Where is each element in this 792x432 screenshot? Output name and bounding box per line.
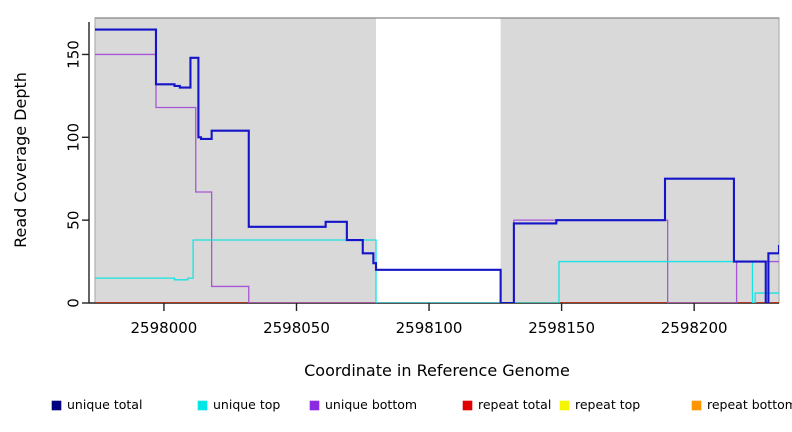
legend-label-unique-total: unique total (67, 397, 142, 412)
legend-label-repeat-top: repeat top (575, 397, 640, 412)
x-tick-label: 2598050 (263, 319, 330, 337)
legend-label-repeat-total: repeat total (478, 397, 551, 412)
legend-swatch-unique-top (197, 400, 208, 411)
y-axis-ticks: 0 50 100 150 (65, 40, 89, 308)
series-line-unique-bottom (95, 53, 779, 303)
x-tick-label: 2598000 (131, 319, 198, 337)
x-tick-label: 2598200 (661, 319, 728, 337)
legend-label-unique-top: unique top (213, 397, 280, 412)
x-tick-label: 2598100 (396, 319, 463, 337)
legend-swatch-unique-total (51, 400, 62, 411)
legend-swatch-repeat-total (462, 400, 473, 411)
y-tick-label: 150 (65, 40, 83, 69)
legend-swatch-repeat-top (559, 400, 570, 411)
chart-legend: unique total unique top unique bottom repea… (51, 397, 792, 412)
x-axis-title: Coordinate in Reference Genome (304, 361, 570, 380)
y-axis-title: Read Coverage Depth (11, 72, 30, 248)
y-tick-label: 0 (65, 298, 83, 308)
y-tick-label: 100 (65, 123, 83, 152)
plot-gap-region (376, 18, 501, 303)
data-series-group (95, 28, 779, 303)
legend-label-repeat-bottom: repeat bottom (707, 397, 792, 412)
x-tick-label: 2598150 (528, 319, 595, 337)
series-line-unique-total (95, 28, 779, 303)
legend-swatch-repeat-bottom (691, 400, 702, 411)
x-axis-ticks: 2598000 2598050 2598100 2598150 2598200 (131, 303, 728, 337)
legend-swatch-unique-bottom (309, 400, 320, 411)
y-tick-label: 50 (65, 211, 83, 230)
legend-label-unique-bottom: unique bottom (325, 397, 417, 412)
